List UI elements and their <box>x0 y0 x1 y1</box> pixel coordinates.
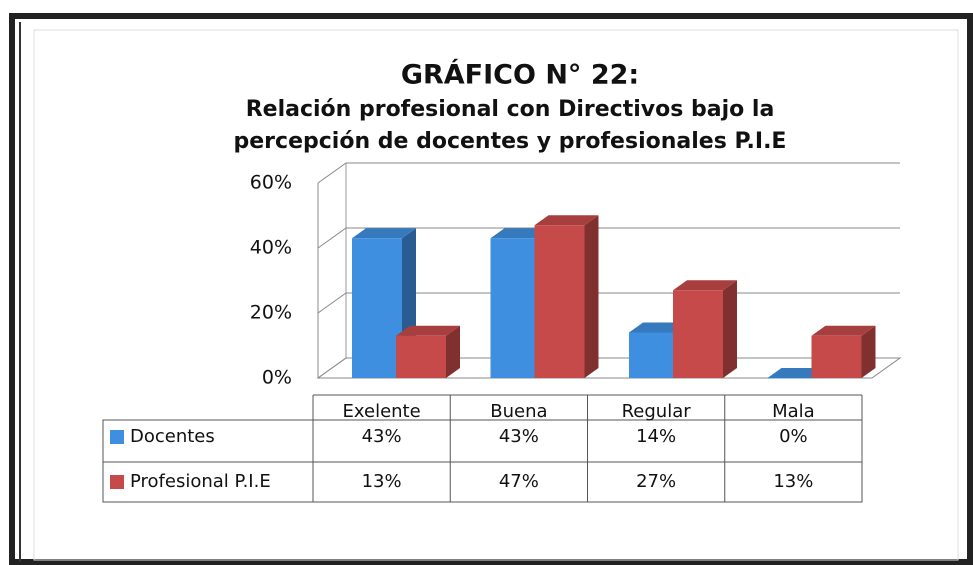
x-tick-label: Mala <box>772 401 815 422</box>
bar-top <box>352 228 416 239</box>
bar <box>811 325 876 378</box>
bar-front <box>396 335 446 378</box>
data-label: 47% <box>499 471 539 492</box>
chart-subtitle: percepción de docentes y profesionales P… <box>234 129 787 154</box>
data-label: 13% <box>773 471 813 492</box>
grid-line <box>317 227 900 249</box>
data-label: 43% <box>499 426 539 447</box>
legend-swatch <box>110 430 124 444</box>
legend-label: Profesional P.I.E <box>130 471 271 492</box>
bar-top <box>396 325 460 336</box>
bar-front <box>629 332 679 378</box>
bar <box>534 215 599 378</box>
y-tick-label: 20% <box>250 302 292 324</box>
data-label: 14% <box>636 426 676 447</box>
bar-front <box>767 378 818 379</box>
chart-subtitle: Relación profesional con Directivos bajo… <box>246 97 775 122</box>
bar <box>396 325 460 378</box>
data-label: 43% <box>362 426 402 447</box>
bar-side <box>446 325 460 378</box>
x-tick-label: Exelente <box>343 401 421 422</box>
bar-side <box>861 325 876 378</box>
x-tick-label: Buena <box>490 401 547 422</box>
grid-line <box>317 162 900 184</box>
bar <box>673 280 737 378</box>
chart-title: GRÁFICO N° 22: <box>401 59 639 91</box>
y-tick-label: 40% <box>250 237 292 259</box>
bar-front <box>811 335 862 378</box>
x-tick-label: Regular <box>622 401 692 422</box>
bar-top <box>534 215 599 226</box>
chart-border <box>33 29 959 561</box>
data-label: 27% <box>636 471 676 492</box>
bar-front <box>673 290 723 378</box>
data-label: 0% <box>779 426 808 447</box>
outer-frame <box>9 13 973 565</box>
bar-side <box>723 280 737 378</box>
legend-label: Docentes <box>130 426 215 447</box>
bar-front <box>534 225 585 378</box>
bar-top <box>811 325 876 336</box>
legend-swatch <box>110 475 124 489</box>
y-tick-label: 0% <box>262 367 292 389</box>
data-label: 13% <box>362 471 402 492</box>
bar-side <box>584 215 599 378</box>
bar-front <box>352 238 402 378</box>
y-tick-label: 60% <box>250 172 292 194</box>
bar-top <box>673 280 737 291</box>
bar-front <box>490 238 541 378</box>
